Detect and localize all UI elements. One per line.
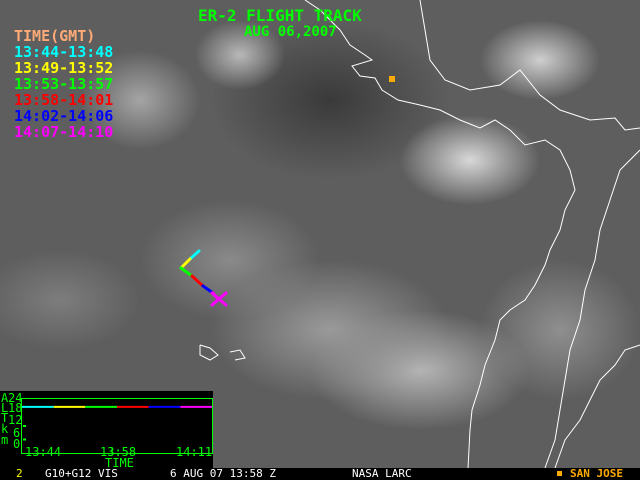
timestamp: 6 AUG 07 13:58 Z	[170, 467, 276, 480]
map-date: AUG 06,2007	[244, 24, 337, 40]
y-axis-label-letter: L	[1, 401, 9, 415]
altitude-plot-area	[21, 398, 213, 454]
island	[199, 344, 219, 361]
legend-item: 14:02-14:06	[14, 107, 114, 125]
legend-item: 14:07-14:10	[14, 123, 114, 141]
time-legend: TIME(GMT) 13:44-13:48 13:49-13:52 13:53-…	[14, 28, 113, 140]
border-line	[554, 344, 640, 468]
track-segment-3	[179, 266, 194, 278]
legend-item: 13:53-13:57	[14, 75, 114, 93]
y-axis-label-letter: m	[1, 433, 9, 447]
aircraft-marker-icon	[210, 291, 228, 307]
coastlines	[199, 0, 640, 468]
coastline-pacific	[304, 0, 576, 468]
altitude-plot: A L T k m 24 18 12 6 0 13:44 13:58 14:11…	[0, 391, 213, 470]
x-tick-label: 13:58	[100, 445, 137, 459]
track-segment-4	[190, 274, 205, 288]
x-axis-label: TIME	[105, 456, 134, 470]
y-tick-label: 24	[8, 391, 23, 405]
track-segment-1	[188, 249, 201, 261]
san-jose-label: SAN JOSE	[570, 467, 623, 480]
y-tick-label: 12	[8, 413, 23, 427]
y-tick-label: 6	[13, 426, 21, 440]
legend-header: TIME(GMT)	[14, 27, 96, 45]
x-tick-label: 14:11	[176, 445, 213, 459]
product-label: G10+G12 VIS	[45, 467, 118, 480]
x-tick-label: 13:44	[25, 445, 62, 459]
island	[229, 349, 246, 361]
coastline-caribbean	[419, 0, 640, 131]
y-axis-label-letter: T	[1, 411, 9, 425]
legend-item: 13:49-13:52	[14, 59, 114, 77]
legend-item: 13:58-14:01	[14, 91, 114, 109]
satellite-image	[0, 0, 640, 468]
y-tick-label: 0	[13, 437, 21, 451]
frame-number: 2	[16, 467, 23, 480]
y-tick-mark	[23, 438, 26, 441]
legend-item: 13:44-13:48	[14, 43, 114, 61]
flight-track	[179, 249, 228, 307]
source-label: NASA LARC	[352, 467, 412, 480]
track-segment-2	[179, 257, 192, 270]
y-tick-mark	[23, 425, 26, 427]
altitude-series	[22, 405, 212, 453]
y-axis-label-letter: A	[1, 391, 9, 405]
y-axis-label-letter: k	[1, 422, 9, 436]
coastline-east	[544, 149, 640, 468]
san-jose-marker	[389, 76, 395, 82]
map-title: ER-2 FLIGHT TRACK	[198, 6, 362, 25]
map-overlay	[179, 0, 640, 468]
status-bar: 2 G10+G12 VIS 6 AUG 07 13:58 Z NASA LARC…	[0, 468, 640, 480]
san-jose-marker-icon	[557, 471, 562, 476]
y-tick-label: 18	[8, 401, 23, 415]
